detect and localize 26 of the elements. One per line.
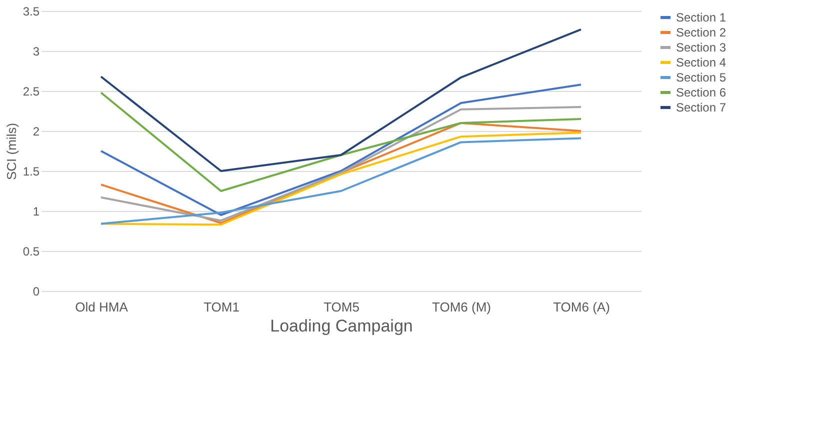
legend-label: Section 3 (676, 40, 726, 54)
legend-label: Section 7 (676, 100, 726, 114)
legend-label: Section 1 (676, 10, 726, 24)
legend-label: Section 2 (676, 26, 726, 40)
legend-label: Section 5 (676, 70, 726, 84)
legend-label: Section 4 (676, 56, 726, 70)
x-tick-label: Old HMA (75, 300, 128, 314)
line-series (100, 84, 582, 216)
y-tick-label: 0 (32, 284, 40, 298)
y-tick-label: 1 (32, 204, 40, 218)
x-tick-label: TOM6 (A) (553, 300, 610, 314)
y-tick-label: 0.5 (22, 244, 40, 258)
y-tick-label: 2.5 (22, 84, 40, 98)
x-tick-label: TOM6 (M) (432, 300, 491, 314)
y-tick-label: 3.5 (22, 4, 40, 18)
y-axis-title: SCI (mils) (4, 122, 19, 180)
line-series (100, 92, 582, 192)
x-axis-title: Loading Campaign (270, 316, 413, 336)
line-series (100, 28, 582, 172)
y-tick-label: 1.5 (22, 164, 40, 178)
y-tick-label: 2 (32, 124, 40, 138)
legend-label: Section 6 (676, 86, 726, 100)
line-series (100, 106, 582, 222)
x-tick-label: TOM1 (204, 300, 240, 314)
y-tick-label: 3 (32, 44, 40, 58)
x-tick-label: TOM5 (324, 300, 360, 314)
